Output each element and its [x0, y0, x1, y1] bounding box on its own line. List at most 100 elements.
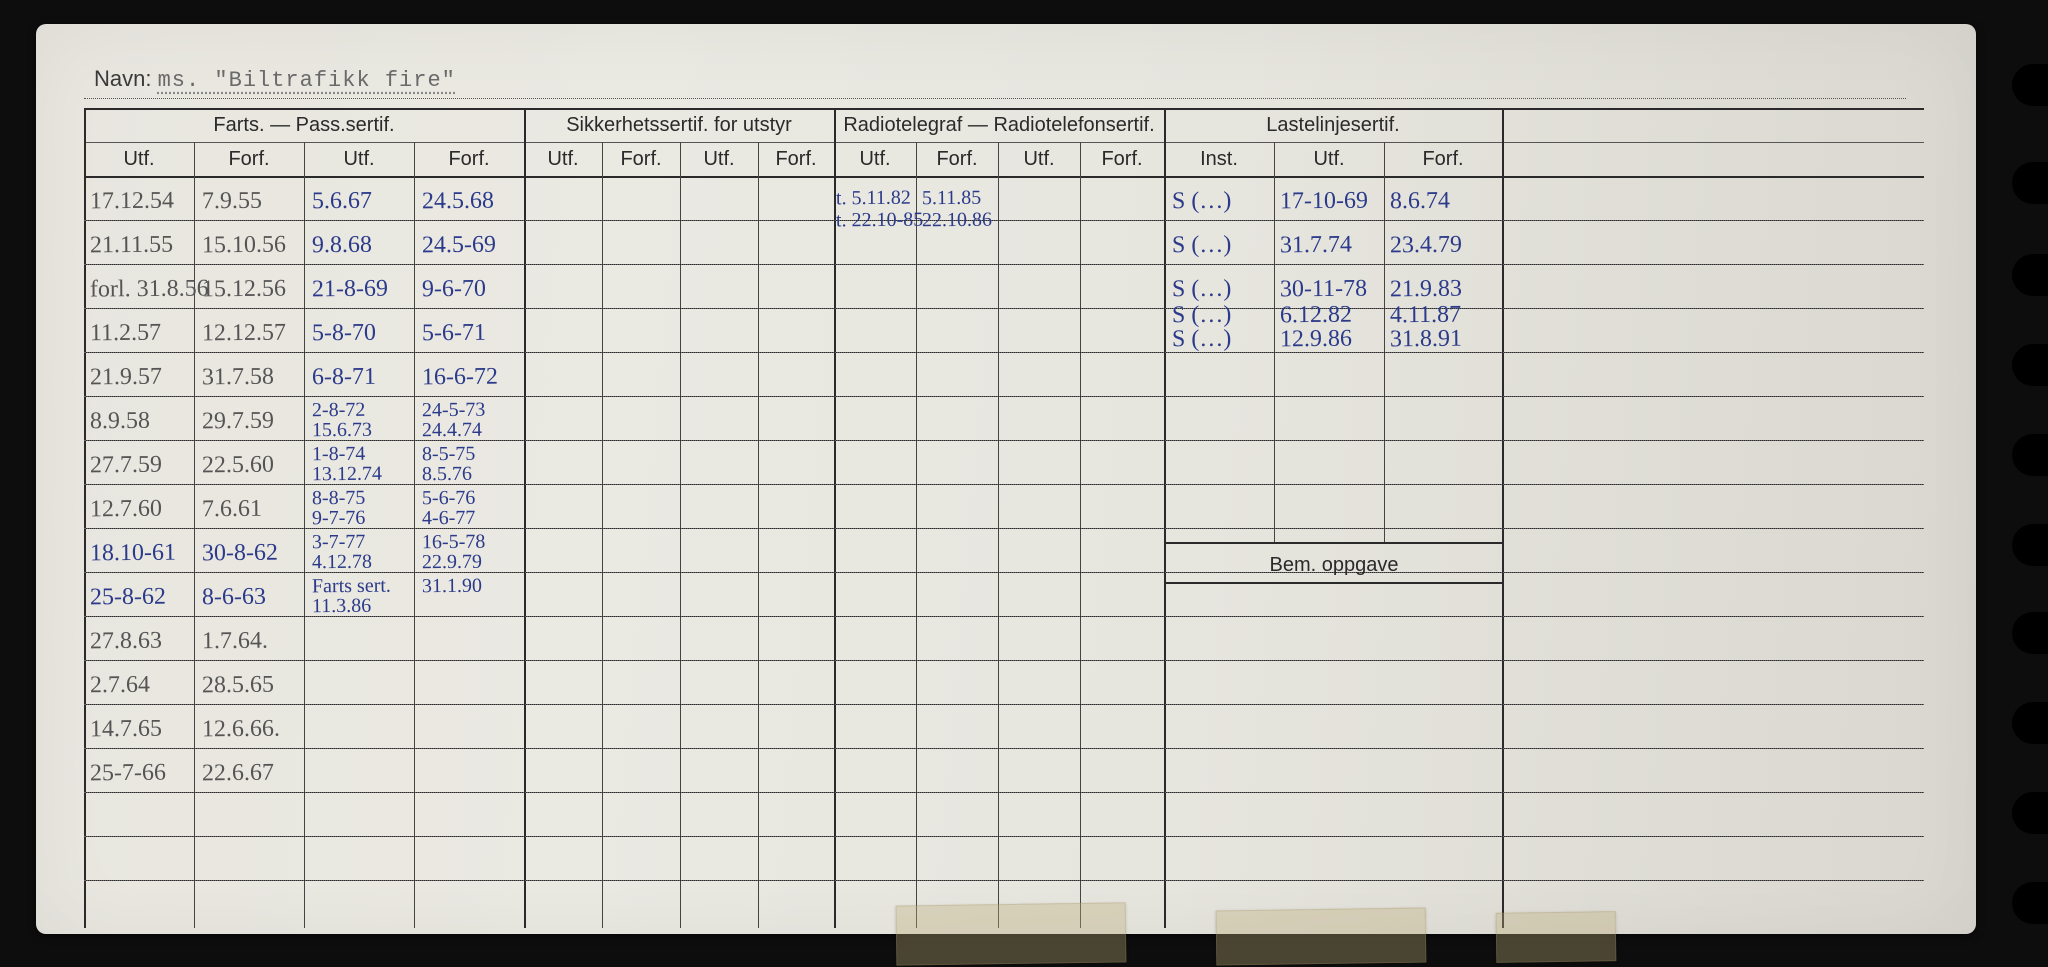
sh-utf-5: Utf.	[834, 148, 916, 171]
sh-forf-7: Forf.	[1384, 148, 1502, 171]
navn-row: Navn: ms. "Biltrafikk fire"	[94, 66, 456, 93]
farts-forf1: 29.7.59	[202, 408, 274, 436]
sv-8	[998, 142, 999, 928]
farts-utf1: 27.7.59	[90, 452, 162, 480]
sh-utf-7: Utf.	[1274, 148, 1384, 171]
farts-forf2: 16-6-72	[422, 364, 498, 392]
sv-9	[1080, 142, 1081, 928]
th-farts: Farts. — Pass.sertif.	[84, 114, 524, 137]
row-rule	[84, 836, 1924, 837]
farts-forf1: 30-8-62	[202, 540, 278, 568]
sh-forf-1: Forf.	[194, 148, 304, 171]
laste-inst: S (…)	[1172, 326, 1232, 354]
navn-value: ms. "Biltrafikk fire"	[158, 68, 456, 93]
radio-forf: 22.10.86	[922, 210, 992, 231]
laste-inst: S (…)	[1172, 188, 1232, 216]
farts-forf2: 8.5.76	[422, 464, 472, 484]
sh-forf-3: Forf.	[602, 148, 680, 171]
farts-utf2: 5.6.67	[312, 188, 372, 216]
tape-1	[896, 902, 1127, 965]
farts-forf1: 7.6.61	[202, 496, 262, 524]
radio-forf: 5.11.85	[922, 188, 981, 209]
row-rule	[84, 264, 1924, 265]
tape-3	[1496, 911, 1617, 963]
farts-utf2: 4.12.78	[312, 552, 372, 573]
farts-forf1: 28.5.65	[202, 672, 274, 700]
th-sikker: Sikkerhetssertif. for utstyr	[524, 114, 834, 137]
sv-1	[194, 142, 195, 928]
farts-forf1: 12.6.66.	[202, 716, 280, 744]
th-laste: Lastelinjesertif.	[1164, 114, 1502, 137]
sv-3	[414, 142, 415, 928]
farts-forf2: 8-5-75	[422, 444, 476, 464]
laste-inst: S (…)	[1172, 276, 1232, 304]
farts-utf1: 2.7.64	[90, 672, 150, 700]
sh-forf-2: Forf.	[414, 148, 524, 171]
farts-utf2: 11.3.86	[312, 596, 371, 617]
laste-inst: S (…)	[1172, 232, 1232, 260]
farts-forf1: 15.10.56	[202, 232, 286, 260]
rule-header-bottom	[84, 176, 1924, 178]
farts-utf1: 21.9.57	[90, 364, 162, 392]
index-card: Navn: ms. "Biltrafikk fire" Farts. — Pas…	[36, 24, 1976, 934]
binder-hole	[2012, 612, 2048, 654]
row-rule	[84, 704, 1924, 705]
row-rule	[84, 396, 1924, 397]
laste-utf: 31.7.74	[1280, 232, 1352, 260]
sv-4	[602, 142, 603, 928]
farts-forf2: 24-5-73	[422, 400, 486, 421]
farts-forf1: 12.12.57	[202, 320, 286, 348]
sh-inst: Inst.	[1164, 148, 1274, 171]
rule-top	[84, 108, 1924, 110]
farts-utf1: 25-7-66	[90, 760, 166, 788]
sv-6	[758, 142, 759, 928]
navn-underline	[84, 98, 1906, 99]
vline-right	[1502, 108, 1504, 928]
farts-utf1: 12.7.60	[90, 496, 162, 524]
farts-forf2: 9-6-70	[422, 276, 486, 304]
farts-utf2: 13.12.74	[312, 464, 382, 485]
farts-forf1: 1.7.64.	[202, 628, 268, 656]
farts-utf2: 9.8.68	[312, 232, 372, 260]
farts-utf1: forl. 31.8.56	[90, 275, 209, 303]
farts-utf1: 17.12.54	[90, 188, 174, 216]
sv-11	[1384, 142, 1385, 542]
binder-hole	[2012, 524, 2048, 566]
farts-utf1: 21.11.55	[90, 232, 173, 260]
farts-utf2: 6-8-71	[312, 364, 376, 392]
sv-5	[680, 142, 681, 928]
row-rule	[84, 792, 1924, 793]
sv-7	[916, 142, 917, 928]
row-rule	[84, 748, 1924, 749]
farts-forf2: 24.5.68	[422, 188, 494, 216]
sh-utf-4: Utf.	[680, 148, 758, 171]
laste-forf: 31.8.91	[1390, 326, 1462, 354]
farts-utf2: 21-8-69	[312, 276, 388, 304]
binder-hole	[2012, 702, 2048, 744]
row-rule	[84, 352, 1924, 353]
farts-forf1: 8-6-63	[202, 584, 266, 612]
th-farts-text: Farts. — Pass.sertif.	[213, 114, 394, 136]
farts-utf2: 1-8-74	[312, 444, 366, 464]
binder-hole	[2012, 882, 2048, 924]
laste-utf: 30-11-78	[1280, 276, 1367, 304]
tape-2	[1216, 908, 1427, 966]
laste-utf: 17-10-69	[1280, 188, 1368, 216]
binder-hole	[2012, 434, 2048, 476]
farts-utf1: 11.2.57	[90, 320, 161, 348]
farts-utf1: 18.10-61	[90, 540, 176, 568]
sh-forf-6: Forf.	[1080, 148, 1164, 171]
binder-holes	[1978, 22, 2048, 942]
row-rule	[84, 660, 1924, 661]
binder-hole	[2012, 344, 2048, 386]
navn-label: Navn:	[94, 66, 151, 91]
bem-oppgave-box: Bem. oppgave	[1166, 542, 1502, 584]
laste-utf: 12.9.86	[1280, 326, 1352, 354]
farts-utf2: 9-7-76	[312, 508, 366, 528]
farts-forf2: 4-6-77	[422, 508, 476, 528]
farts-forf2: 16-5-78	[422, 532, 486, 553]
laste-forf: 21.9.83	[1390, 276, 1462, 304]
binder-hole	[2012, 792, 2048, 834]
farts-forf2: 5-6-71	[422, 320, 486, 348]
sh-forf-5: Forf.	[916, 148, 998, 171]
